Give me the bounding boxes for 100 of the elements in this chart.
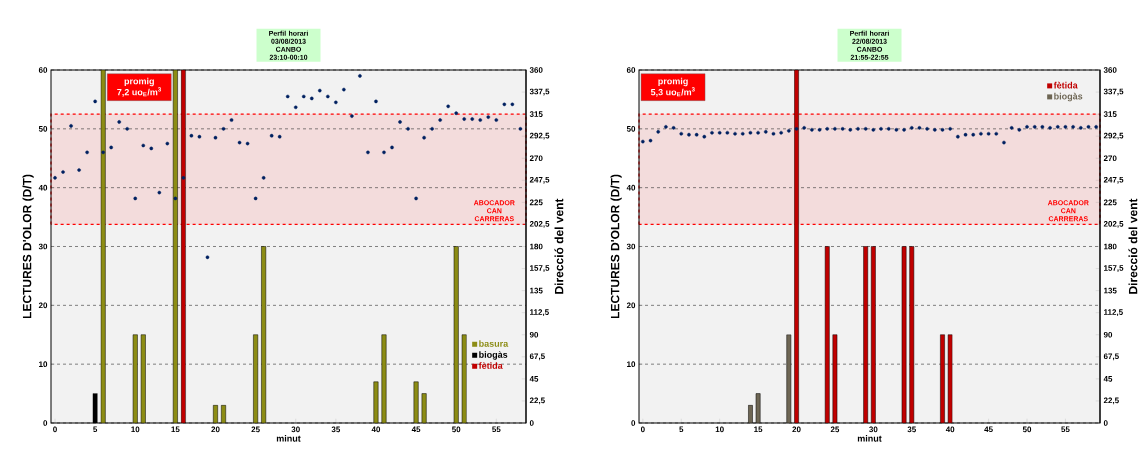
point [221,127,226,131]
point [390,145,394,150]
legend-label: fètida [1053,81,1078,89]
point [237,140,242,145]
y2-tick-label: 292,5 [529,132,550,140]
point [470,117,475,121]
point [181,176,186,180]
point [502,102,507,107]
point [350,114,354,118]
annotation: 5,3 uo$_{E}$/m$^{3}$ [650,87,695,97]
point [318,88,322,93]
point [342,87,346,92]
point [157,190,162,195]
point [398,120,402,124]
x-tick-label: 45 [411,426,421,433]
y2-tick-label: 225 [1103,199,1117,206]
y2-tick-label: 0 [529,420,534,426]
point [173,196,178,201]
x-tick-label: 55 [492,426,501,433]
y-tick-label: 40 [38,184,48,191]
point [309,96,314,101]
x-tick-label: 55 [1061,426,1070,433]
y2-tick-label: 67,5 [1103,353,1119,361]
y2-tick-label: 337,5 [529,88,550,96]
point [125,127,130,131]
point [261,176,266,180]
x-tick-label: 5 [679,426,684,433]
point [446,104,450,109]
x-tick-label: 0 [53,426,57,433]
point [438,118,442,122]
point [382,150,386,155]
y2-tick-label: 202,5 [529,221,550,228]
y2-tick-label: 337,5 [1103,88,1124,96]
point [374,99,378,104]
y2-tick-label: 360 [529,67,543,73]
y2-tick-label: 247,5 [529,176,550,184]
point [101,150,105,155]
y2-tick-label: 0 [1103,420,1108,426]
y-tick-label: 50 [38,126,48,132]
point [334,100,338,105]
y2-tick-label: 90 [529,331,539,338]
y2-tick-label: 45 [1103,376,1113,382]
point [117,120,122,124]
point [165,141,170,146]
y-axis-title: LECTURES D'OLOR (D/T) [610,174,622,319]
point [414,196,418,201]
x-tick-label: 30 [291,426,300,433]
point [518,127,523,131]
x-tick-label: 40 [945,426,955,433]
x-tick-label: 15 [171,426,180,433]
y2-tick-label: 180 [530,243,543,250]
y2-tick-label: 292,5 [1103,132,1124,140]
x-tick-label: 30 [869,426,878,433]
y2-tick-label: 180 [1104,243,1117,250]
y-tick-label: 20 [626,302,636,309]
point [462,117,467,121]
x-tick-label: 35 [331,426,341,433]
x-tick-label: 45 [984,426,993,433]
x-tick-label: 25 [830,426,840,433]
y2-tick-label: 225 [529,199,543,206]
point [245,141,250,146]
point [77,168,81,172]
y-tick-label: 30 [38,243,48,250]
annotation: promig [658,77,688,87]
point [93,99,97,104]
legend-label: basura [479,340,509,347]
legend-label: biogàs [1054,92,1083,102]
point [285,94,290,99]
point [422,135,426,140]
y2-tick-label: 45 [529,376,539,382]
point [510,102,515,107]
point [133,196,138,201]
y-tick-label: 60 [626,67,636,73]
y2-tick-label: 67,5 [529,353,545,361]
y2-tick-label: 112,5 [530,309,549,317]
point [189,133,194,138]
y2-tick-label: 315 [529,111,543,117]
point [205,255,210,260]
y2-tick-label: 135 [1104,287,1117,294]
y-tick-label: 50 [626,126,636,132]
y2-tick-label: 22,5 [1103,397,1119,405]
point [406,127,410,131]
y2-tick-label: 112,5 [1104,309,1123,317]
legend-label: fètida [478,362,503,369]
legend-label: biogàs [479,351,508,360]
point [326,94,330,99]
point [358,74,362,78]
point [53,176,57,180]
y-tick-label: 30 [626,243,636,250]
y2-tick-label: 360 [1103,67,1117,73]
y-tick-label: 10 [627,361,636,367]
x-tick-label: 20 [211,426,220,433]
x-tick-label: 35 [907,426,916,433]
point [197,134,202,139]
point [213,135,218,140]
x-tick-label: 10 [715,426,724,433]
point [253,196,258,201]
y2-tick-label: 270 [1103,155,1117,162]
y-axis-title: LECTURES D'OLOR (D/T) [22,174,34,319]
x-tick-label: 40 [371,426,381,433]
